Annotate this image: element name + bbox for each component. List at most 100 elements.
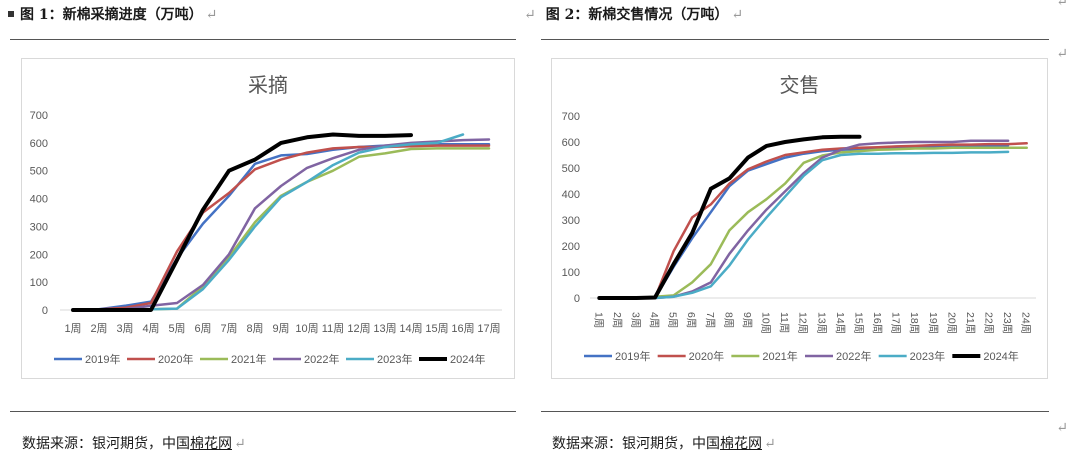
chart-2-legend-label: 2021年: [762, 349, 797, 363]
chart-1-series-2019年: [71, 143, 491, 312]
chart-2-x-tick-label: 24周: [1020, 312, 1032, 334]
figure-2-top-rule: [541, 39, 1049, 40]
chart-2-frame: 交售 0 100 200 300 400 500 600 700 1周 2周 3周 4周 5周 6周 7周 8周…: [551, 58, 1048, 379]
chart-1-x-tick-label: 13周: [373, 322, 396, 335]
chart-2-x-tick-label: 1周: [592, 312, 604, 328]
chart-2-x-tick-label: 6周: [685, 312, 697, 328]
chart-1-legend-label: 2024年: [450, 352, 485, 366]
source-text: 银河期货，中国: [92, 436, 190, 452]
chart-2-x-tick-label: 8周: [722, 312, 734, 328]
chart-2-y-tick-label: 400: [562, 189, 580, 201]
chart-1-legend-label: 2022年: [304, 352, 339, 366]
source-label: 数据来源：: [22, 436, 92, 452]
chart-1-x-tick-label: 8周: [246, 322, 263, 335]
figure-1-source: 数据来源：银河期货，中国棉花网 ↵: [22, 433, 246, 453]
chart-1-x-tick-label: 11周: [322, 322, 344, 335]
chart-2-x-tick-label: 14周: [834, 312, 846, 334]
chart-1-frame: 采摘 0 100 200 300 400 500 600 700 1周 2周 3周 4周 5周 6周 7周 8周…: [21, 58, 515, 379]
chart-2-y-tick-label: 300: [562, 215, 580, 227]
chart-2-x-tick-label: 13周: [815, 312, 827, 334]
source-link[interactable]: 棉花网: [190, 436, 232, 452]
chart-2-legend-label: 2024年: [983, 349, 1018, 363]
chart-2-title: 交售: [780, 74, 820, 97]
chart-1-x-tick-label: 6周: [194, 322, 211, 335]
chart-2-y-tick-label: 500: [562, 163, 580, 175]
chart-1-legend-label: 2023年: [377, 352, 412, 366]
return-mark-icon: ↵: [234, 436, 246, 452]
chart-1-x-tick-label: 10周: [295, 322, 318, 335]
figure-1-title: 图 1：新棉采摘进度（万吨） ↵: [8, 4, 217, 24]
chart-1-legend-label: 2021年: [231, 352, 266, 366]
chart-1-series-2024年: [71, 132, 413, 312]
chart-1-x-tick-label: 14周: [399, 322, 422, 335]
chart-1-x-tick-label: 1周: [64, 322, 81, 335]
chart-2-y-tick-label: 200: [562, 241, 580, 253]
chart-2-x-tick-label: 5周: [667, 312, 679, 328]
chart-1-x-tick-label: 4周: [142, 322, 159, 335]
chart-1-legend-label: 2019年: [85, 352, 120, 366]
figure-1-bottom-rule: [10, 411, 516, 412]
chart-2-x-tick-label: 11周: [778, 312, 790, 333]
chart-1-y-tick-label: 200: [30, 249, 48, 261]
chart-2-legend-label: 2019年: [615, 349, 650, 363]
chart-2-x-tick-label: 22周: [983, 312, 995, 334]
chart-2-x-tick-label: 20周: [945, 312, 957, 334]
return-mark-icon: ↵: [1056, 420, 1068, 436]
return-mark-icon: ↵: [524, 7, 536, 23]
chart-1-svg: 采摘 0 100 200 300 400 500 600 700 1周 2周 3周 4周 5周 6周 7周 8周…: [30, 74, 502, 366]
chart-1-x-tick-label: 5周: [168, 322, 185, 335]
chart-2-x-tick-label: 18周: [908, 312, 920, 334]
figure-1-top-rule: [10, 39, 516, 40]
chart-1-y-tick-label: 500: [30, 166, 48, 178]
chart-1-series-2021年: [71, 147, 491, 312]
figure-2-source: 数据来源：银河期货，中国棉花网 ↵: [552, 433, 776, 453]
chart-2-y-tick-label: 600: [562, 137, 580, 149]
chart-2-legend-label: 2023年: [910, 349, 945, 363]
chart-1-x-tick-label: 2周: [90, 322, 107, 335]
square-bullet-icon: [8, 11, 14, 17]
chart-2-series-2023年: [598, 150, 1010, 300]
figure-2-title-text: 图 2：新棉交售情况（万吨）: [545, 7, 729, 23]
chart-2-svg: 交售 0 100 200 300 400 500 600 700 1周 2周 3周 4周 5周 6周 7周 8周…: [562, 74, 1036, 363]
chart-1-series-2022年: [71, 138, 491, 312]
chart-1-y-tick-label: 400: [30, 194, 48, 206]
chart-2-series-2021年: [598, 146, 1028, 300]
chart-1-y-tick-label: 700: [30, 110, 48, 122]
figure-2-title: ↵ 图 2：新棉交售情况（万吨） ↵: [524, 4, 743, 24]
chart-2-x-tick-label: 9周: [741, 312, 753, 328]
source-label: 数据来源：: [552, 436, 622, 452]
chart-2-x-tick-label: 16周: [871, 312, 883, 334]
chart-2-x-tick-label: 23周: [1001, 312, 1013, 334]
return-mark-icon: ↵: [1056, 46, 1068, 62]
source-link[interactable]: 棉花网: [720, 436, 762, 452]
chart-2-x-tick-label: 10周: [760, 312, 772, 334]
chart-2-legend-label: 2020年: [689, 349, 724, 363]
chart-1-series-2020年: [71, 144, 491, 312]
return-mark-icon: ↵: [764, 436, 776, 452]
chart-1-x-tick-label: 16周: [451, 322, 474, 335]
chart-1-y-tick-label: 100: [30, 277, 48, 289]
chart-2-series-2019年: [598, 144, 1010, 300]
chart-1-x-tick-label: 7周: [220, 322, 237, 335]
chart-1-legend-label: 2020年: [158, 352, 193, 366]
return-mark-icon: ↵: [205, 7, 218, 23]
chart-2-y-tick-label: 0: [574, 293, 580, 305]
chart-2-x-tick-label: 2周: [611, 312, 623, 328]
chart-2-x-tick-label: 7周: [704, 312, 716, 328]
figure-2-bottom-rule: [541, 411, 1049, 412]
chart-2-x-tick-label: 12周: [797, 312, 809, 334]
source-text: 银河期货，中国: [622, 436, 720, 452]
chart-2-x-tick-label: 15周: [852, 312, 864, 334]
chart-1-y-tick-label: 600: [30, 138, 48, 150]
return-mark-icon: ↵: [731, 7, 744, 23]
chart-1-x-tick-label: 15周: [425, 322, 448, 335]
chart-1-x-tick-label: 3周: [116, 322, 133, 335]
chart-2-series-2020年: [598, 142, 1028, 300]
chart-2-x-tick-label: 19周: [927, 312, 939, 334]
chart-2-legend-label: 2022年: [836, 349, 871, 363]
chart-2-series-2024年: [597, 134, 862, 300]
chart-1-title: 采摘: [248, 74, 288, 97]
chart-1-x-tick-label: 12周: [347, 322, 370, 335]
chart-1-y-tick-label: 0: [42, 305, 48, 317]
figure-1-title-text: 图 1：新棉采摘进度（万吨）: [20, 7, 203, 23]
